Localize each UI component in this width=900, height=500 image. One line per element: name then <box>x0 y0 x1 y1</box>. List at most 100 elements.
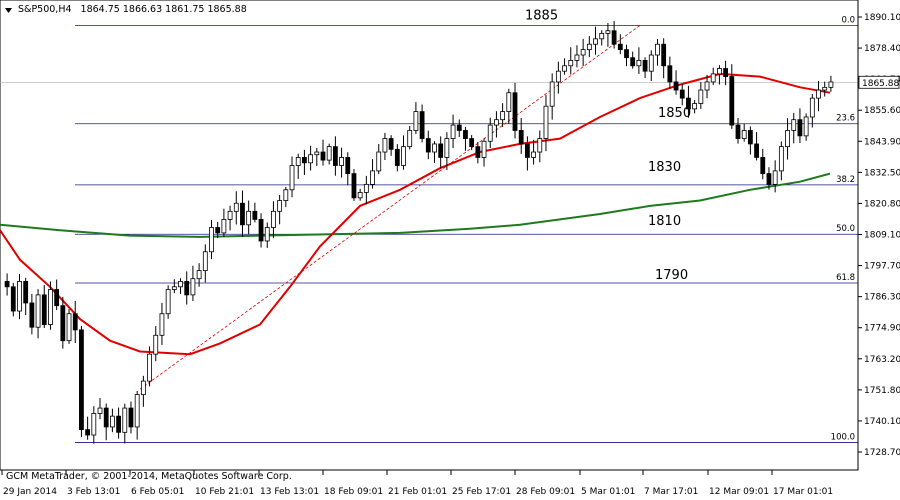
candle[interactable] <box>66 309 72 344</box>
candle[interactable] <box>803 113 809 141</box>
candle[interactable] <box>29 293 35 335</box>
candle[interactable] <box>531 139 536 165</box>
candle[interactable] <box>568 47 574 75</box>
candle[interactable] <box>735 118 741 144</box>
candle[interactable] <box>264 222 270 248</box>
candle[interactable] <box>122 403 128 444</box>
candle[interactable] <box>153 326 159 362</box>
candle[interactable] <box>128 401 134 434</box>
candle[interactable] <box>357 188 363 201</box>
candle[interactable] <box>134 391 140 440</box>
candle[interactable] <box>97 398 103 420</box>
candle[interactable] <box>723 60 729 86</box>
candle[interactable] <box>233 191 239 225</box>
candle[interactable] <box>518 117 524 154</box>
candle[interactable] <box>704 74 710 99</box>
candle[interactable] <box>456 119 462 138</box>
candle[interactable] <box>140 375 146 407</box>
candle[interactable] <box>642 57 648 79</box>
candle[interactable] <box>345 152 351 186</box>
candle[interactable] <box>500 103 506 127</box>
candle[interactable] <box>116 407 121 439</box>
candle[interactable] <box>692 99 698 114</box>
candle[interactable] <box>487 117 493 149</box>
candle[interactable] <box>729 64 735 129</box>
candle[interactable] <box>351 169 357 201</box>
candle[interactable] <box>512 82 518 139</box>
candle[interactable] <box>283 186 289 208</box>
candle[interactable] <box>413 102 419 135</box>
candle[interactable] <box>240 190 245 237</box>
candle[interactable] <box>432 141 437 163</box>
candle[interactable] <box>686 85 691 118</box>
candle[interactable] <box>617 34 623 55</box>
candle[interactable] <box>785 118 790 160</box>
candle[interactable] <box>593 26 598 55</box>
candle[interactable] <box>586 36 592 58</box>
candle[interactable] <box>227 205 233 231</box>
candle[interactable] <box>555 61 561 94</box>
candle[interactable] <box>23 277 29 316</box>
candle[interactable] <box>302 149 307 175</box>
candle[interactable] <box>809 93 815 128</box>
candle[interactable] <box>494 111 499 138</box>
candle[interactable] <box>778 141 784 181</box>
candle[interactable] <box>648 50 654 81</box>
candle[interactable] <box>103 403 109 441</box>
candle[interactable] <box>308 145 314 171</box>
candle[interactable] <box>178 278 183 294</box>
candle[interactable] <box>450 114 456 149</box>
candle[interactable] <box>574 45 580 68</box>
candle[interactable] <box>766 167 772 190</box>
candle[interactable] <box>246 200 252 235</box>
candle[interactable] <box>277 194 283 225</box>
candle[interactable] <box>611 20 617 49</box>
candle[interactable] <box>91 406 97 444</box>
candle[interactable] <box>314 147 320 166</box>
candle[interactable] <box>679 83 685 106</box>
candle[interactable] <box>822 81 828 97</box>
ma-slow-line[interactable] <box>0 172 831 238</box>
candle[interactable] <box>388 135 394 156</box>
candle[interactable] <box>339 147 344 178</box>
candle[interactable] <box>407 125 413 150</box>
candle[interactable] <box>35 289 41 339</box>
candle[interactable] <box>17 273 22 320</box>
candle[interactable] <box>382 132 388 160</box>
candle[interactable] <box>580 38 586 67</box>
candle[interactable] <box>202 244 208 283</box>
candle[interactable] <box>760 148 766 180</box>
ma-fast-line[interactable] <box>0 72 831 356</box>
candle[interactable] <box>85 416 91 440</box>
candle[interactable] <box>624 44 629 67</box>
candle[interactable] <box>320 139 326 166</box>
candle[interactable] <box>481 138 487 167</box>
candle[interactable] <box>48 281 53 330</box>
candle[interactable] <box>401 135 406 170</box>
candle[interactable] <box>828 75 834 92</box>
candle[interactable] <box>60 296 66 349</box>
candle[interactable] <box>463 126 468 151</box>
candle[interactable] <box>698 82 704 109</box>
candle[interactable] <box>376 144 382 175</box>
candle[interactable] <box>599 30 605 46</box>
candle[interactable] <box>655 39 660 66</box>
candle[interactable] <box>549 73 555 120</box>
candle[interactable] <box>72 300 78 344</box>
candle[interactable] <box>717 65 722 85</box>
candle[interactable] <box>10 282 16 317</box>
candle[interactable] <box>816 81 821 112</box>
candle[interactable] <box>524 136 530 171</box>
candle[interactable] <box>667 56 673 89</box>
candle[interactable] <box>363 175 369 205</box>
candle[interactable] <box>165 285 171 319</box>
candle[interactable] <box>184 271 190 305</box>
candle[interactable] <box>295 153 301 179</box>
candle[interactable] <box>636 47 642 75</box>
candle[interactable] <box>469 134 475 151</box>
candle[interactable] <box>215 221 221 239</box>
candle[interactable] <box>419 104 425 143</box>
candle[interactable] <box>425 130 431 160</box>
candle[interactable] <box>332 136 338 176</box>
trend-line[interactable] <box>139 25 641 390</box>
